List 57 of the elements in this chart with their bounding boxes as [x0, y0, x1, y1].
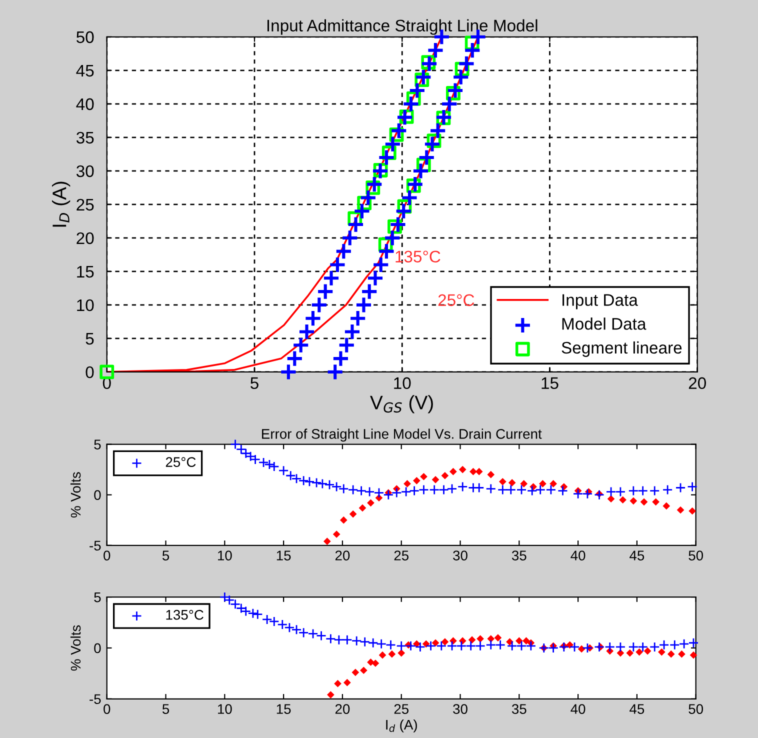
- x-tick-label: 15: [276, 550, 291, 560]
- y-tick-label: 15: [77, 266, 94, 278]
- x-axis-title: V$_{GS}$ (V): [370, 395, 433, 414]
- y-tick-label: 35: [76, 132, 94, 144]
- y-tick-label: 25: [76, 198, 94, 211]
- legend-label: Model Data: [562, 318, 646, 330]
- y-tick-label: 10: [77, 299, 94, 312]
- x-tick-label: 30: [453, 704, 468, 714]
- chart-title: Input Admittance Straight Line Model: [267, 19, 538, 35]
- y-axis-title: I$_{D}$ (A): [52, 182, 70, 227]
- y-tick-label: 5: [94, 592, 101, 602]
- y-tick-label: 0: [94, 643, 101, 654]
- y-tick-label: 5: [94, 440, 101, 450]
- chart-title: Error of Straight Line Model Vs. Drain Current: [262, 428, 542, 442]
- x-tick-label: 50: [688, 704, 704, 714]
- annotation: 135°C: [396, 250, 440, 263]
- y-tick-label: -5: [90, 540, 101, 551]
- x-tick-label: 35: [512, 550, 526, 560]
- x-tick-label: 20: [335, 704, 350, 714]
- x-tick-label: 40: [570, 704, 586, 714]
- y-tick-label: -5: [90, 694, 101, 704]
- x-tick-label: 0: [104, 550, 110, 560]
- x-tick-label: 10: [218, 704, 232, 714]
- x-axis-title: I$_{d}$ (A): [386, 719, 417, 732]
- x-tick-label: 10: [394, 377, 411, 390]
- x-tick-label: 40: [570, 550, 586, 560]
- y-tick-label: 20: [76, 232, 94, 244]
- x-tick-label: 5: [250, 377, 258, 390]
- y-tick-label: 5: [86, 333, 94, 345]
- x-tick-label: 15: [542, 377, 558, 390]
- y-tick-label: 45: [76, 64, 94, 77]
- x-tick-label: 15: [276, 704, 291, 714]
- legend-label: 135°C: [166, 610, 204, 620]
- x-tick-label: 10: [218, 550, 232, 560]
- x-tick-label: 20: [688, 377, 706, 390]
- y-tick-label: 40: [76, 98, 94, 110]
- y-axis-title: % Volts: [70, 625, 81, 671]
- x-tick-label: 50: [688, 550, 704, 560]
- x-tick-label: 0: [104, 704, 110, 714]
- x-tick-label: 25: [394, 704, 409, 714]
- annotation: 25°C: [438, 294, 474, 306]
- x-tick-label: 25: [394, 550, 409, 560]
- y-tick-label: 0: [94, 490, 101, 500]
- y-axis-title: % Volts: [70, 472, 81, 518]
- y-tick-label: 30: [76, 165, 94, 178]
- x-tick-label: 45: [630, 704, 644, 714]
- x-tick-label: 30: [453, 550, 468, 560]
- x-tick-label: 35: [512, 704, 526, 714]
- x-tick-label: 5: [162, 550, 170, 560]
- x-tick-label: 5: [162, 704, 170, 714]
- x-tick-label: 20: [335, 550, 350, 560]
- y-tick-label: 50: [76, 31, 94, 44]
- x-tick-label: 45: [630, 550, 644, 560]
- y-tick-label: 0: [86, 366, 94, 378]
- legend-label: Input Data: [562, 294, 638, 310]
- legend-label: Segment lineare: [562, 341, 682, 357]
- legend-label: 25°C: [166, 457, 196, 467]
